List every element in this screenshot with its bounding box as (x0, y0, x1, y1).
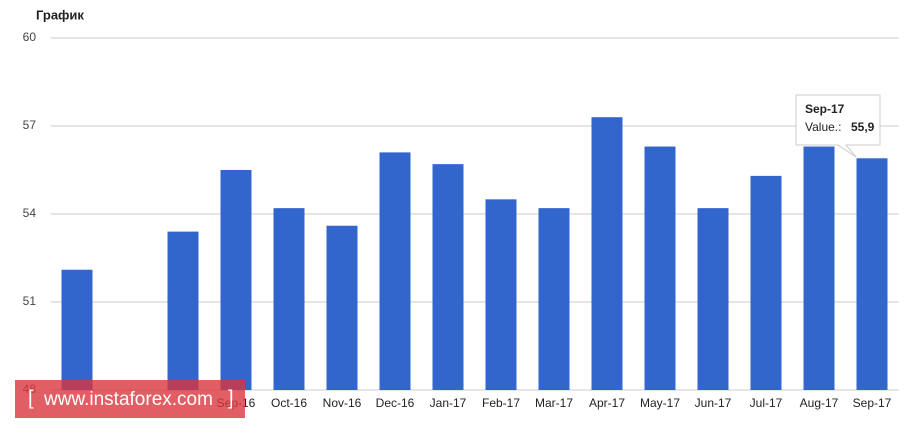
bar (803, 146, 835, 390)
watermark-close: ] (228, 387, 234, 409)
bar (379, 152, 411, 390)
x-tick-label: Aug-17 (800, 396, 839, 410)
bar (750, 175, 782, 390)
chart-title: График (36, 7, 84, 22)
y-tick-label: 54 (23, 206, 37, 220)
y-tick-label: 60 (23, 30, 37, 44)
x-tick-label: May-17 (640, 396, 680, 410)
bar (485, 199, 517, 390)
tooltip-category: Sep-17 (805, 102, 845, 116)
watermark-open: [ (28, 387, 34, 409)
x-tick-label: Sep-17 (853, 396, 892, 410)
x-tick-label: Feb-17 (482, 396, 520, 410)
x-tick-label: Mar-17 (535, 396, 573, 410)
x-tick-label: Oct-16 (271, 396, 307, 410)
y-tick-label: 51 (23, 294, 37, 308)
x-tick-label: Jul-17 (750, 396, 783, 410)
bar (591, 117, 623, 390)
x-tick-label: Dec-16 (376, 396, 415, 410)
bar (220, 170, 252, 390)
x-tick-label: Jun-17 (695, 396, 732, 410)
bar (538, 208, 570, 390)
x-tick-label: Nov-16 (323, 396, 362, 410)
tooltip-label: Value.: (805, 120, 841, 134)
bar (167, 231, 199, 390)
watermark-text: www.instaforex.com (43, 389, 213, 410)
bar (326, 225, 358, 390)
tooltip-box (795, 94, 881, 158)
tooltip-value: 55,9 (851, 120, 875, 134)
y-tick-label: 57 (23, 118, 37, 132)
bar (644, 146, 676, 390)
watermark-box (15, 380, 245, 418)
bar (697, 208, 729, 390)
bar (432, 164, 464, 390)
bar (273, 208, 305, 390)
x-tick-label: Jan-17 (430, 396, 467, 410)
x-tick-label: Apr-17 (589, 396, 625, 410)
bar (61, 269, 93, 390)
bar (856, 158, 888, 390)
